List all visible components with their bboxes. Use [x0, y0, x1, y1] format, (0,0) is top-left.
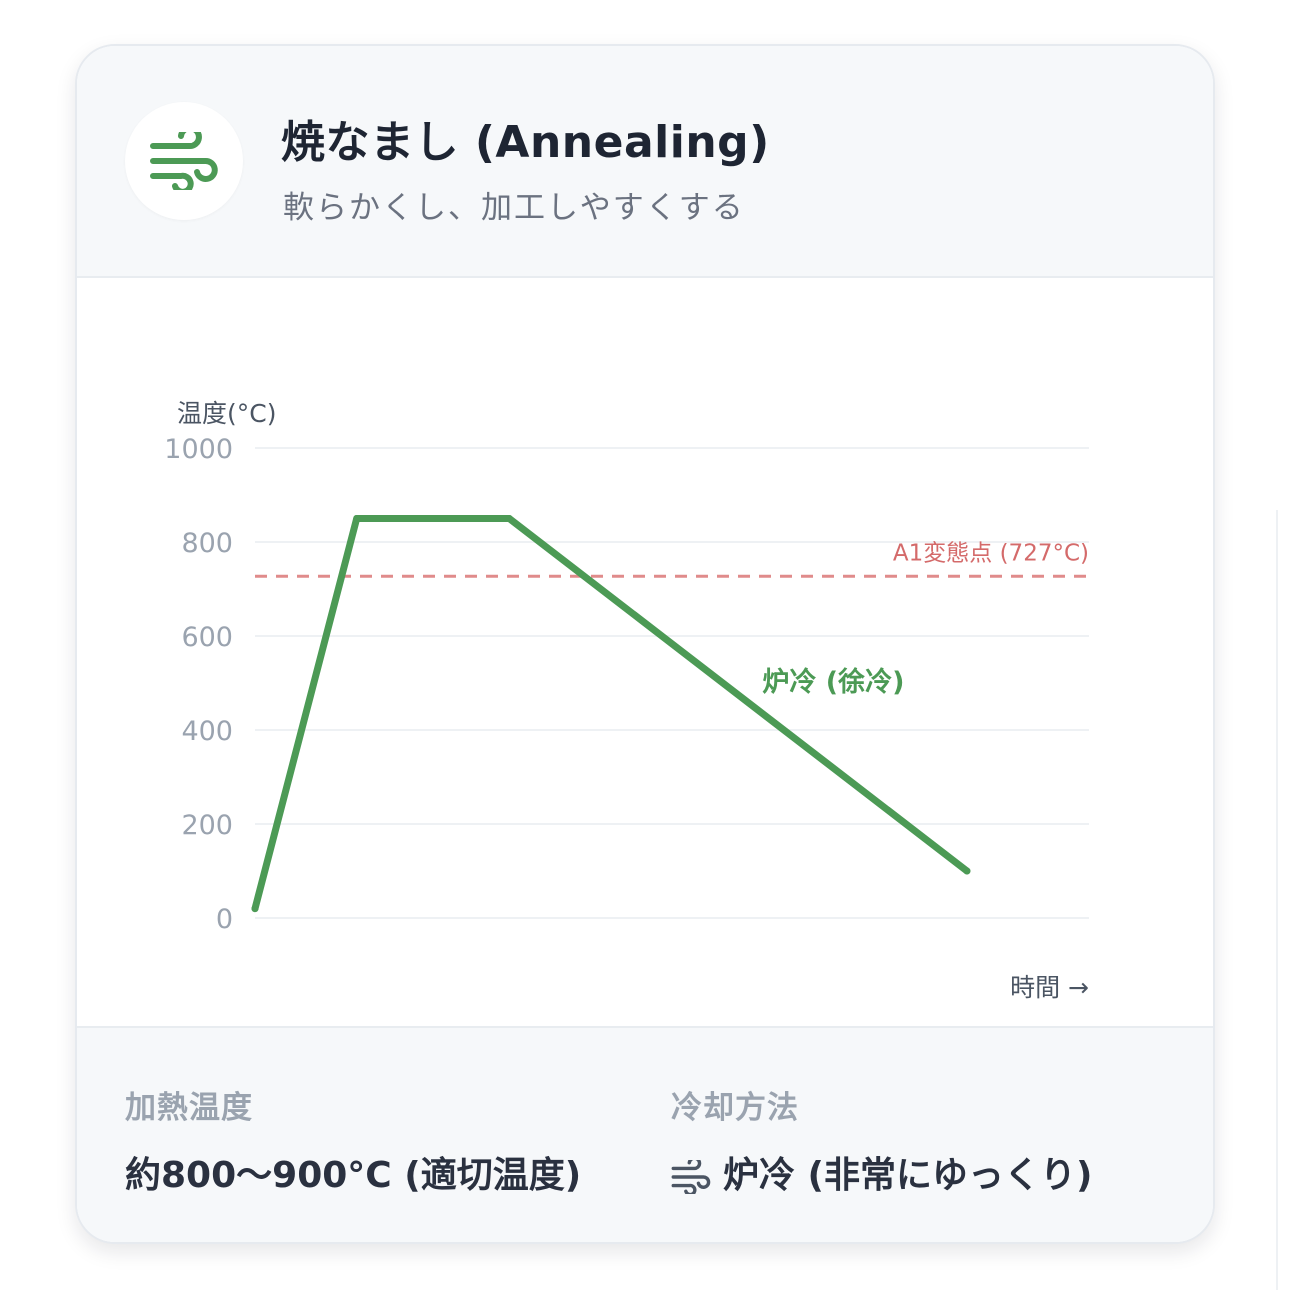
- wind-icon: [150, 132, 218, 190]
- y-tick-label: 800: [181, 528, 233, 559]
- temperature-point: [251, 905, 259, 913]
- y-tick-label: 1000: [164, 434, 233, 465]
- y-tick-label: 400: [181, 716, 233, 747]
- y-tick-label: 600: [181, 622, 233, 653]
- cooling-annotation: 炉冷 (徐冷): [762, 666, 904, 698]
- y-tick-label: 0: [216, 904, 233, 935]
- annealing-card: 焼なまし (Annealing) 軟らかくし、加工しやすくする 0 200 400 6…: [75, 44, 1215, 1244]
- temperature-point: [353, 515, 361, 522]
- temperature-series-line: [251, 515, 971, 913]
- page-title: 焼なまし (Annealing): [281, 117, 770, 168]
- chart-area: 0 200 400 600 800 1000 温度(°C) 時間 → A1変態点 (727°C)…: [77, 278, 1213, 1028]
- temperature-point: [963, 867, 971, 875]
- wind-icon: [671, 1160, 711, 1194]
- y-axis-label: 温度(°C): [177, 399, 276, 428]
- page-edge-divider: [1276, 510, 1278, 1290]
- temperature-point: [505, 515, 513, 522]
- info-footer: 加熱温度 約800〜900°C (適切温度) 冷却方法 炉冷 (非常にゆっくり): [77, 1026, 1213, 1242]
- cooling-value-text: 炉冷 (非常にゆっくり): [723, 1155, 1093, 1196]
- card-header: 焼なまし (Annealing) 軟らかくし、加工しやすくする: [77, 46, 1213, 278]
- page-subtitle: 軟らかくし、加工しやすくする: [283, 190, 745, 226]
- heating-value: 約800〜900°C (適切温度): [125, 1155, 582, 1196]
- cooling-label: 冷却方法: [671, 1090, 799, 1126]
- x-axis-label: 時間 →: [1010, 973, 1089, 1002]
- a1-reference-label: A1変態点 (727°C): [893, 540, 1089, 566]
- cooling-value: 炉冷 (非常にゆっくり): [671, 1146, 1092, 1198]
- icon-badge: [125, 102, 243, 220]
- temperature-chart: 0 200 400 600 800 1000 温度(°C) 時間 → A1変態点 (727°C)…: [164, 399, 1089, 1002]
- heating-label: 加熱温度: [125, 1090, 253, 1126]
- y-tick-label: 200: [181, 810, 233, 841]
